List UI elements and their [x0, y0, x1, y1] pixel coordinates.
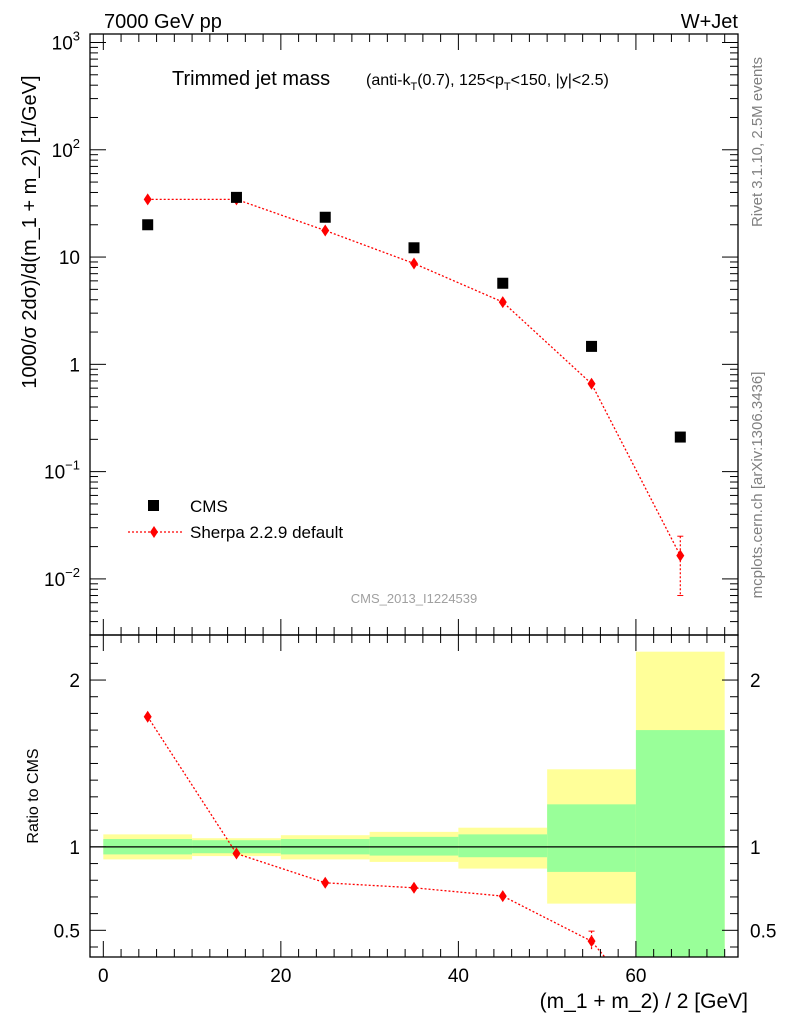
ratio-y-tick-label: 2: [69, 671, 80, 692]
sherpa-marker: [587, 377, 596, 390]
legend-cms-marker: [148, 500, 159, 511]
y-tick-label-base: 10: [52, 141, 73, 162]
cms-marker: [586, 340, 598, 352]
y-tick-label-exponent: −1: [65, 458, 80, 473]
cms-marker: [230, 191, 242, 203]
legend-cms-label: CMS: [190, 497, 228, 516]
sherpa-marker: [321, 224, 330, 237]
x-tick-label: 0: [98, 966, 109, 987]
y-tick-label-base: 10: [44, 570, 65, 591]
cms-marker: [408, 242, 420, 254]
uncertainty-band-inner: [458, 834, 548, 858]
subtitle-segment: (anti-k: [366, 72, 411, 89]
legend: CMS Sherpa 2.2.9 default: [128, 497, 343, 542]
y-tick-label-base: 10: [44, 463, 65, 484]
ratio-sherpa-marker: [410, 881, 418, 894]
y-tick-label: 10−1: [44, 458, 80, 484]
cms-marker: [319, 211, 331, 223]
sherpa-marker: [410, 257, 418, 270]
sherpa-marker: [676, 549, 685, 562]
ratio-y-tick-label-right: 1: [750, 838, 761, 859]
cms-marker: [497, 277, 509, 289]
subtitle-subscript: T: [410, 81, 417, 93]
ratio-sherpa-marker: [143, 710, 152, 723]
ratio-plot-frame: [89, 634, 739, 958]
cms-marker: [674, 431, 686, 443]
y-tick-label-exponent: 3: [73, 28, 80, 43]
header-left-label: 7000 GeV pp: [104, 11, 222, 33]
ratio-y-tick-label-right: 0.5: [750, 921, 776, 942]
ratio-sherpa-marker: [232, 847, 241, 860]
ratio-sherpa-marker: [321, 876, 330, 889]
watermark-label: CMS_2013_I1224539: [351, 591, 478, 606]
y-tick-label-exponent: 2: [73, 136, 80, 151]
x-tick-label: 40: [448, 966, 469, 987]
ratio-y-tick-label-right: 2: [750, 671, 761, 692]
uncertainty-band-inner: [369, 836, 459, 856]
header-right-label: W+Jet: [681, 11, 739, 33]
y-tick-label: 1: [69, 355, 80, 376]
main-subtitle-text: (anti-kT(0.7), 125<pT<150, |y|<2.5): [366, 72, 609, 93]
subtitle-segment: (0.7), 125<p: [417, 72, 504, 89]
uncertainty-band-inner: [547, 804, 636, 872]
y-tick-label: 10−2: [44, 565, 80, 591]
x-tick-label: 20: [270, 966, 291, 987]
cms-marker: [142, 219, 154, 231]
main-plot-subtitle: (anti-kT(0.7), 125<pT<150, |y|<2.5): [366, 72, 609, 93]
ratio-sherpa-marker: [587, 935, 596, 948]
main-plot-title: Trimmed jet mass: [172, 68, 330, 90]
ratio-panel: 0.5 0.5 1 1 2 2 0 20 40 60 Ratio to CMS (m_1 + m…: [25, 634, 776, 1013]
sherpa-marker: [143, 193, 152, 206]
x-tick-label: 60: [625, 966, 646, 987]
y-tick-label: 103: [52, 28, 80, 54]
subtitle-segment: <150, |y|<2.5): [511, 72, 609, 89]
y-tick-label-exponent: −2: [65, 565, 80, 580]
main-panel: 1000/σ 2dσ)/d(m_1 + m_2) [1/GeV] Trimmed…: [19, 28, 739, 636]
main-plot-frame: [89, 33, 739, 636]
y-tick-label: 10: [59, 248, 80, 269]
main-y-axis-label: 1000/σ 2dσ)/d(m_1 + m_2) [1/GeV]: [19, 75, 41, 388]
main-title-text: Trimmed jet mass: [172, 68, 330, 90]
mcplots-label: mcplots.cern.ch [arXiv:1306.3436]: [749, 372, 766, 599]
legend-sherpa-marker: [150, 526, 158, 538]
legend-sherpa-label: Sherpa 2.2.9 default: [190, 523, 343, 542]
y-tick-label-base: 10: [52, 33, 73, 54]
uncertainty-band-inner: [635, 730, 725, 957]
x-axis-label: (m_1 + m_2) / 2 [GeV]: [540, 990, 748, 1013]
ratio-y-axis-label: Ratio to CMS: [25, 748, 42, 843]
ratio-sherpa-marker: [498, 890, 507, 903]
y-tick-label: 102: [52, 136, 80, 162]
ratio-y-tick-label: 0.5: [54, 921, 80, 942]
ratio-y-tick-label: 1: [69, 838, 80, 859]
sherpa-marker: [498, 296, 507, 309]
subtitle-subscript: T: [504, 81, 511, 93]
y-tick-label-base: 1: [69, 355, 80, 376]
y-tick-label-base: 10: [59, 248, 80, 269]
rivet-version-label: Rivet 3.1.10, 2.5M events: [749, 57, 766, 227]
